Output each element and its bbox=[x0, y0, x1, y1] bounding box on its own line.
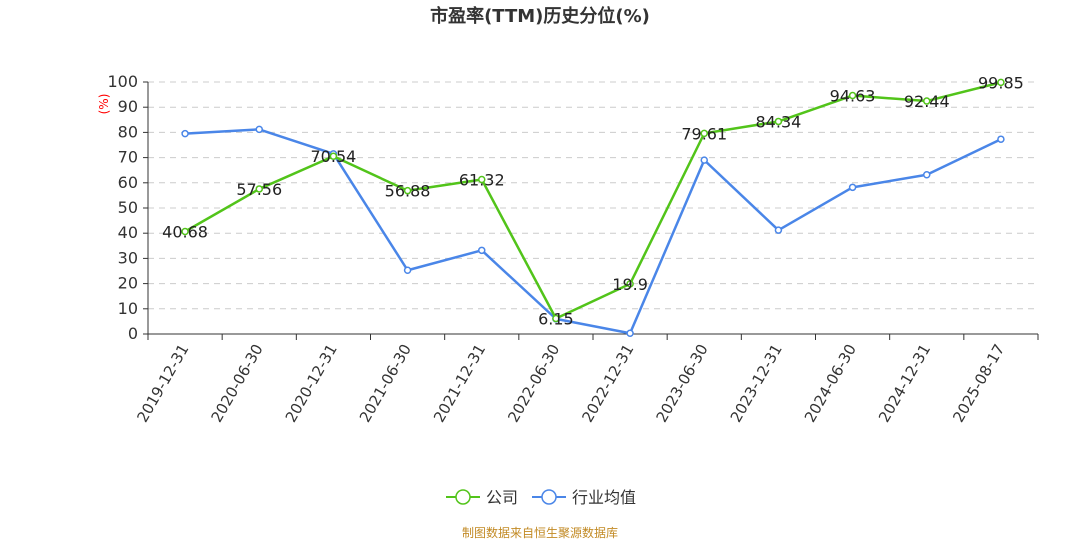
data-point bbox=[478, 175, 486, 184]
data-label: 57.56 bbox=[236, 180, 282, 199]
data-label: 56.88 bbox=[385, 182, 431, 201]
data-point bbox=[255, 185, 263, 193]
x-tick-label: 2025-08-17 bbox=[949, 341, 1008, 426]
data-point bbox=[848, 91, 857, 100]
data-point bbox=[403, 266, 412, 274]
x-tick-label: 2020-12-31 bbox=[282, 341, 341, 426]
data-point bbox=[923, 97, 931, 105]
data-point bbox=[923, 170, 931, 179]
x-tick-label: 2022-06-30 bbox=[504, 341, 563, 426]
data-label: 70.54 bbox=[311, 147, 357, 166]
data-label: 79.61 bbox=[681, 124, 727, 143]
y-tick-label: 10 bbox=[118, 299, 138, 318]
y-tick-label: 60 bbox=[118, 173, 138, 192]
y-tick-label: 0 bbox=[128, 324, 138, 343]
data-point bbox=[552, 314, 560, 323]
grid-lines bbox=[148, 81, 1038, 310]
y-tick-label: 80 bbox=[118, 122, 138, 141]
data-label: 94.63 bbox=[830, 87, 876, 106]
y-tick-label: 90 bbox=[118, 97, 138, 116]
x-tick-label: 2022-12-31 bbox=[578, 341, 637, 426]
x-tick-label: 2021-12-31 bbox=[430, 341, 489, 426]
data-point bbox=[181, 129, 189, 138]
data-labels: 40.68 57.56 70.54 56.88 61.32 6.15 19.9 79.61 84… bbox=[162, 73, 1024, 328]
data-point bbox=[626, 329, 634, 337]
data-point bbox=[774, 117, 783, 126]
series bbox=[181, 78, 1005, 337]
data-point bbox=[700, 156, 708, 164]
data-label: 6.15 bbox=[538, 310, 574, 329]
x-tick-label: 2024-12-31 bbox=[875, 341, 934, 426]
data-label: 92.44 bbox=[904, 92, 950, 111]
x-tick-label: 2023-06-30 bbox=[653, 341, 712, 426]
data-point bbox=[626, 280, 634, 288]
y-tick-label: 40 bbox=[118, 223, 138, 242]
data-point bbox=[774, 226, 783, 234]
data-point bbox=[848, 183, 857, 192]
data-label: 99.85 bbox=[978, 73, 1024, 92]
y-tick-labels: 0 10 20 30 40 50 60 70 80 90 100 bbox=[107, 72, 138, 343]
data-point bbox=[700, 129, 708, 138]
data-point bbox=[997, 78, 1005, 87]
y-tick-label: 70 bbox=[118, 148, 138, 167]
series-line bbox=[185, 128, 1002, 335]
y-axis-unit: (%) bbox=[97, 94, 111, 115]
data-point bbox=[329, 152, 338, 160]
data-point bbox=[255, 125, 263, 134]
legend[interactable]: 公司 行业均值 bbox=[446, 488, 636, 507]
source-note: 制图数据来自恒生聚源数据库 bbox=[462, 525, 618, 540]
data-point bbox=[478, 246, 486, 255]
data-label: 19.9 bbox=[612, 275, 648, 294]
data-label: 61.32 bbox=[459, 170, 505, 189]
data-point bbox=[997, 135, 1005, 143]
legend-item[interactable]: 行业均值 bbox=[532, 488, 636, 507]
legend-marker bbox=[541, 489, 557, 505]
y-tick-label: 100 bbox=[107, 72, 138, 91]
data-label: 84.34 bbox=[756, 112, 802, 131]
legend-marker bbox=[455, 489, 471, 505]
axes bbox=[143, 81, 1039, 340]
legend-item[interactable]: 公司 bbox=[446, 488, 518, 507]
x-tick-label: 2024-06-30 bbox=[801, 341, 860, 426]
data-point bbox=[181, 227, 189, 236]
y-tick-label: 30 bbox=[118, 248, 138, 267]
legend-label: 行业均值 bbox=[572, 488, 636, 507]
y-tick-label: 20 bbox=[118, 274, 138, 293]
y-tick-label: 50 bbox=[118, 198, 138, 217]
x-tick-label: 2019-12-31 bbox=[133, 341, 192, 426]
x-tick-labels: 2019-12-31 2020-06-30 2020-12-31 2021-06-30… bbox=[133, 341, 1008, 426]
legend-label: 公司 bbox=[486, 488, 518, 507]
data-label: 40.68 bbox=[162, 222, 208, 241]
data-point bbox=[403, 186, 412, 195]
x-tick-label: 2023-12-31 bbox=[727, 341, 786, 426]
x-tick-label: 2021-06-30 bbox=[356, 341, 415, 426]
series-line bbox=[184, 81, 1002, 320]
x-tick-label: 2020-06-30 bbox=[208, 341, 267, 426]
chart-title: 市盈率(TTM)历史分位(%) bbox=[430, 5, 650, 27]
